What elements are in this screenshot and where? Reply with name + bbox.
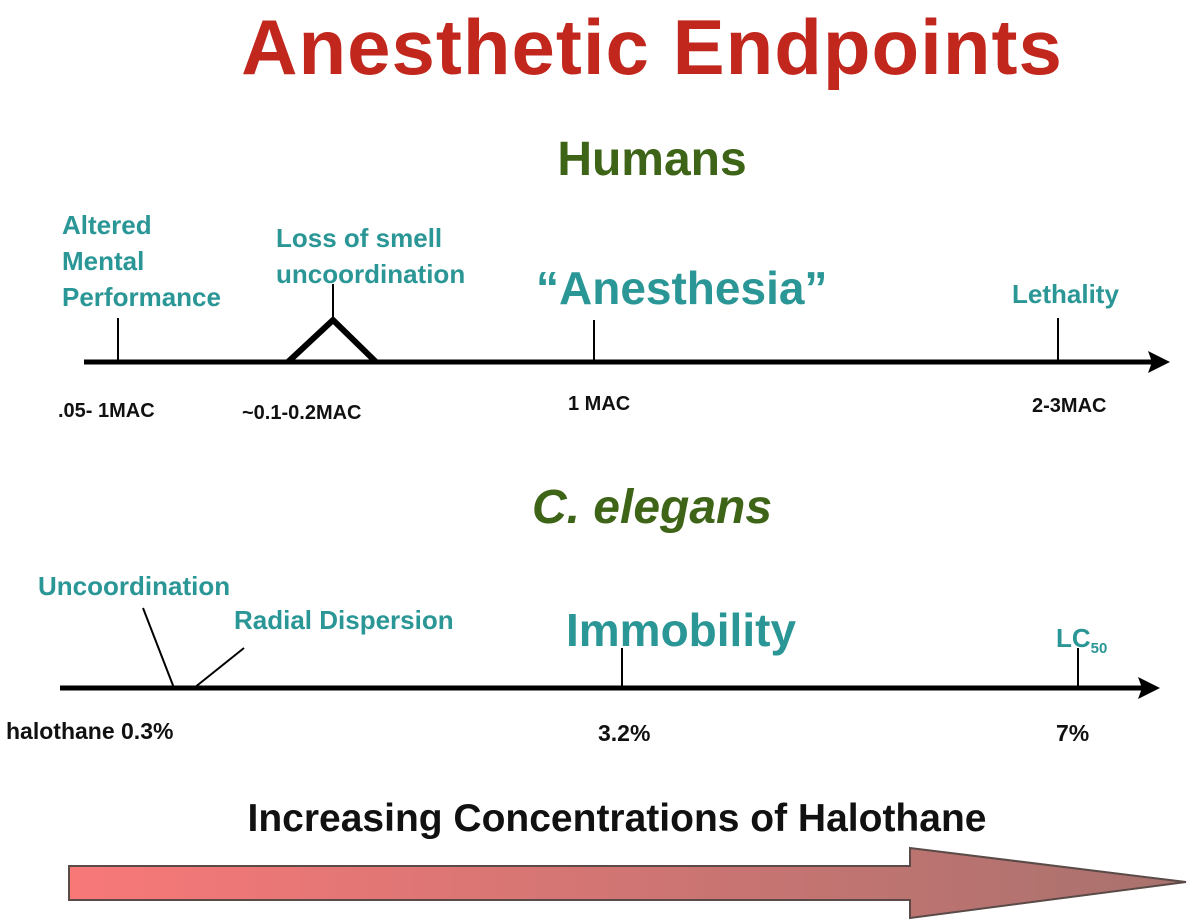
- elegans-heading: C. elegans: [531, 481, 773, 534]
- lc50-label: LC50: [1056, 620, 1107, 667]
- footer-label: Increasing Concentrations of Halothane: [247, 797, 987, 840]
- lc-subscript: 50: [1090, 640, 1108, 657]
- humans-axis-arrowhead: [1148, 351, 1170, 373]
- lc-text: LC: [1056, 623, 1091, 653]
- uncoordination-label: Uncoordination: [38, 571, 231, 601]
- humans-tick-label: 1 MAC: [568, 393, 631, 415]
- loss-of-smell-label: Loss of smell uncoordination: [276, 223, 466, 289]
- increasing-concentration-arrow: [68, 846, 1187, 920]
- humans-tick-label: .05- 1MAC: [58, 400, 155, 422]
- altered-mental-performance-label: Altered Mental Performance: [62, 210, 221, 312]
- uncoordination-pointer: [142, 607, 175, 689]
- smell-bracket: [285, 315, 379, 365]
- humans-tick-label: 2-3MAC: [1032, 395, 1107, 417]
- radial-dispersion-label: Radial Dispersion: [234, 605, 454, 635]
- elegans-tick-label: halothane 0.3%: [6, 718, 174, 744]
- elegans-tick-label: 3.2%: [598, 720, 651, 746]
- anesthesia-label: “Anesthesia”: [536, 262, 828, 314]
- immobility-label: Immobility: [566, 604, 797, 656]
- lethality-label: Lethality: [1012, 279, 1119, 309]
- humans-heading: Humans: [557, 133, 747, 186]
- humans-tick-label: ~0.1-0.2MAC: [242, 402, 362, 424]
- radial-pointer: [193, 647, 245, 689]
- elegans-tick-label: 7%: [1056, 720, 1090, 746]
- page-title: Anesthetic Endpoints: [241, 3, 1063, 91]
- elegans-axis-arrowhead: [1138, 677, 1160, 699]
